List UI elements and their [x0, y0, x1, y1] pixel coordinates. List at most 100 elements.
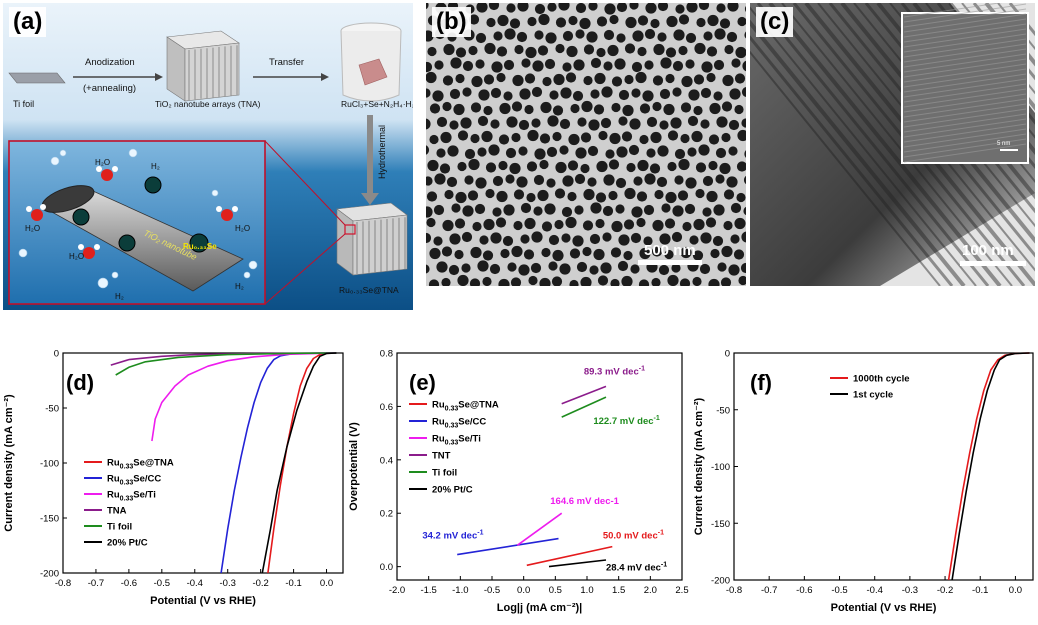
pore — [734, 73, 746, 84]
pore — [726, 176, 738, 188]
pore — [724, 44, 734, 55]
lattice-fringe — [903, 73, 1027, 93]
pore — [659, 233, 671, 245]
pore — [582, 246, 592, 257]
slope-annotation: 34.2 mV dec-1 — [422, 530, 483, 542]
pore — [541, 247, 551, 258]
hydrogen-bubbles — [18, 148, 258, 289]
pore — [611, 102, 621, 113]
scale-bar — [638, 260, 702, 265]
annotation-sup: -1 — [661, 562, 667, 569]
x-tick-label: -0.4 — [187, 578, 203, 589]
pore — [523, 249, 535, 260]
pore — [596, 160, 608, 173]
pore — [667, 130, 679, 141]
pore — [588, 119, 600, 131]
pore — [600, 262, 612, 274]
pore — [616, 33, 626, 43]
y-axis-label: Overpotential (V) — [348, 422, 360, 511]
pore — [455, 47, 467, 58]
pore — [484, 42, 496, 55]
pore — [476, 3, 488, 13]
x-tick-label: -0.2 — [252, 578, 268, 589]
pore — [672, 60, 684, 72]
lattice-fringe — [903, 28, 1027, 48]
pore — [618, 234, 630, 246]
pore — [610, 247, 622, 258]
pore — [572, 235, 584, 247]
pore — [481, 130, 493, 143]
pore — [464, 175, 474, 185]
chart-d-svg: -0.8 -0.7 -0.6 -0.5 -0.4 -0.3 -0.2 -0.1 0.0 0 -50 -… — [3, 349, 344, 607]
pore — [562, 62, 572, 72]
pore — [604, 3, 616, 15]
legend-text: 20% Pt/C — [107, 538, 148, 549]
pore — [582, 220, 594, 231]
pore — [553, 73, 565, 86]
pore — [626, 162, 636, 173]
slope-annotation: 50.0 mV dec-1 — [603, 530, 664, 542]
pore — [475, 59, 485, 69]
pore — [488, 3, 500, 11]
pore — [728, 146, 738, 156]
lattice-fringe — [903, 53, 1027, 73]
legend-text: Ru — [107, 490, 120, 501]
lattice-fringe — [903, 23, 1027, 43]
pore — [651, 246, 663, 257]
pore — [603, 61, 613, 71]
pore — [580, 163, 590, 174]
pore — [657, 145, 669, 157]
pore — [573, 59, 585, 71]
pore — [736, 192, 746, 203]
pore — [740, 262, 746, 274]
pore — [575, 147, 587, 159]
lattice-fringe — [903, 113, 1027, 133]
pore — [479, 235, 489, 245]
x-tick-label: 2.0 — [644, 585, 657, 596]
lattice-fringe — [903, 138, 1027, 158]
legend-label: 20% Pt/C — [107, 538, 148, 549]
series-line — [561, 396, 607, 418]
pore — [652, 219, 664, 232]
tube-wall — [750, 35, 954, 286]
pore — [516, 176, 528, 188]
scale-label: 500 nm — [644, 242, 696, 259]
pore — [530, 262, 542, 274]
pore — [433, 204, 445, 216]
pore — [565, 216, 577, 229]
pore — [618, 89, 630, 101]
pore — [442, 101, 452, 112]
x-tick-label: 1.5 — [612, 585, 625, 596]
pore — [509, 18, 521, 29]
pore — [510, 277, 522, 286]
pore — [709, 102, 721, 115]
pore — [469, 278, 481, 286]
y-tick-label: 0 — [725, 349, 730, 360]
pore — [575, 29, 585, 39]
pore — [716, 3, 726, 13]
legend-tail: Se/Ti — [133, 490, 156, 501]
pore — [561, 233, 571, 243]
pore — [516, 31, 528, 43]
x-axis-label: Potential (V vs RHE) — [831, 602, 937, 614]
legend-text: 1000th cycle — [853, 374, 910, 385]
pore — [577, 117, 587, 127]
pore — [568, 133, 580, 146]
pore — [580, 132, 592, 143]
pore — [728, 264, 740, 276]
lattice-fringe — [903, 133, 1027, 153]
y-tick-label: 0.2 — [380, 509, 393, 520]
lattice-fringe — [903, 83, 1027, 103]
pore — [682, 221, 692, 232]
pore — [574, 173, 586, 185]
anodization-label: Anodization — [85, 57, 135, 68]
pore — [526, 161, 538, 172]
lattice-fringe — [903, 63, 1027, 83]
pore — [631, 88, 641, 98]
pore — [729, 88, 741, 100]
pore — [603, 174, 615, 186]
pore — [443, 43, 455, 56]
pore — [614, 58, 626, 70]
pore — [721, 132, 731, 143]
pore — [498, 278, 510, 286]
